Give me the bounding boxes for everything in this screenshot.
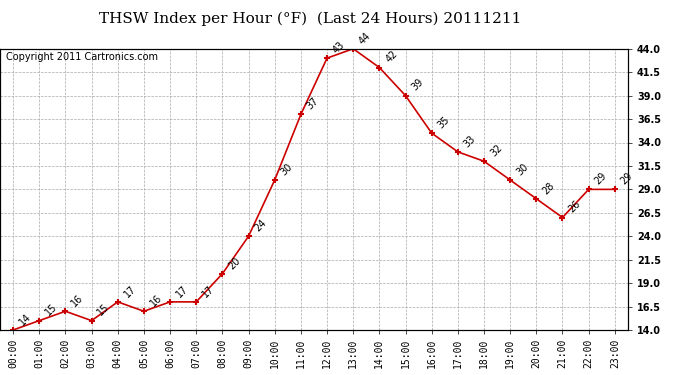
Text: 15: 15 [96,302,112,318]
Text: 39: 39 [410,77,426,93]
Text: 17: 17 [122,283,138,299]
Text: 15: 15 [43,302,59,318]
Text: 43: 43 [331,40,347,56]
Text: 16: 16 [148,293,164,309]
Text: Copyright 2011 Cartronics.com: Copyright 2011 Cartronics.com [6,52,158,62]
Text: 37: 37 [305,96,321,112]
Text: 30: 30 [279,162,295,177]
Text: 28: 28 [540,180,556,196]
Text: 33: 33 [462,134,477,149]
Text: 26: 26 [566,199,582,215]
Text: 29: 29 [619,171,635,187]
Text: THSW Index per Hour (°F)  (Last 24 Hours) 20111211: THSW Index per Hour (°F) (Last 24 Hours)… [99,11,522,26]
Text: 44: 44 [357,30,373,46]
Text: 16: 16 [70,293,86,309]
Text: 20: 20 [226,255,242,271]
Text: 14: 14 [17,312,33,327]
Text: 30: 30 [514,162,530,177]
Text: 24: 24 [253,217,268,234]
Text: 29: 29 [593,171,609,187]
Text: 35: 35 [436,114,452,130]
Text: 17: 17 [174,283,190,299]
Text: 17: 17 [200,283,216,299]
Text: 32: 32 [488,142,504,159]
Text: 42: 42 [384,49,400,65]
